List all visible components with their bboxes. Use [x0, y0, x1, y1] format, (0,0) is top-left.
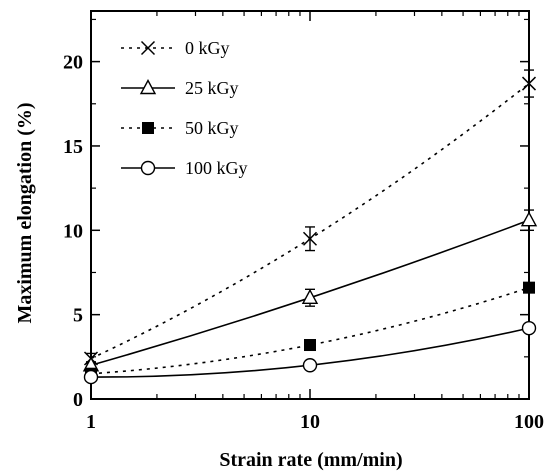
data-point: [523, 281, 535, 294]
marker-triangle-shape: [301, 288, 319, 304]
data-point: [304, 339, 316, 352]
marker-circle-shape: [521, 320, 537, 336]
marker-x-shape: [521, 76, 537, 91]
data-point: [521, 76, 537, 91]
marker-triangle-shape: [520, 211, 538, 227]
legend-label: 0 kGy: [185, 38, 230, 58]
axis-ticks: 0 5 10 15 20 1 10 100: [63, 11, 544, 433]
axis-labels: Strain rate (mm/min) Maximum elongation …: [14, 102, 403, 471]
x-tick-label: 100: [514, 411, 544, 433]
legend: 0 kGy 25 kGy 50 kGy 100 kGy: [121, 38, 248, 178]
legend-marker: [139, 79, 157, 95]
data-point: [302, 231, 318, 246]
y-tick-label: 15: [63, 136, 83, 158]
legend-item: 100 kGy: [121, 158, 248, 178]
marker-square-shape: [304, 339, 316, 352]
x-axis-title: Strain rate (mm/min): [219, 449, 402, 471]
legend-item: 0 kGy: [121, 38, 230, 58]
x-tick-label: 1: [86, 411, 96, 433]
series-25-kgy: [82, 209, 538, 372]
data-point: [521, 320, 537, 336]
data-point: [83, 369, 99, 385]
y-tick-label: 20: [63, 52, 83, 74]
marker-circle-shape: [302, 358, 318, 373]
marker-x-shape: [302, 231, 318, 246]
legend-label: 100 kGy: [185, 158, 248, 178]
y-tick-label: 5: [73, 305, 83, 327]
data-point: [520, 211, 538, 227]
marker-circle-shape: [140, 160, 156, 176]
marker-triangle-shape: [139, 79, 157, 95]
series-0-kgy: [83, 69, 537, 366]
series-100-kgy: [83, 320, 537, 385]
x-tick-label: 10: [300, 411, 320, 433]
legend-item: 25 kGy: [121, 78, 239, 98]
series-line: [90, 82, 530, 360]
marker-square-shape: [142, 122, 154, 134]
marker-square-shape: [523, 281, 535, 294]
marker-circle-shape: [83, 369, 99, 385]
legend-marker: [142, 122, 154, 134]
y-axis-title: Maximum elongation (%): [14, 102, 36, 323]
legend-marker: [140, 160, 156, 176]
legend-marker: [140, 40, 156, 56]
legend-label: 25 kGy: [185, 78, 239, 98]
series-line: [90, 286, 530, 375]
legend-label: 50 kGy: [185, 118, 239, 138]
data-point: [301, 288, 319, 304]
series-layer: [82, 69, 538, 385]
y-tick-label: 0: [73, 389, 83, 411]
data-point: [302, 358, 318, 373]
y-tick-label: 10: [63, 220, 83, 242]
legend-item: 50 kGy: [121, 118, 239, 138]
marker-x-shape: [140, 40, 156, 56]
